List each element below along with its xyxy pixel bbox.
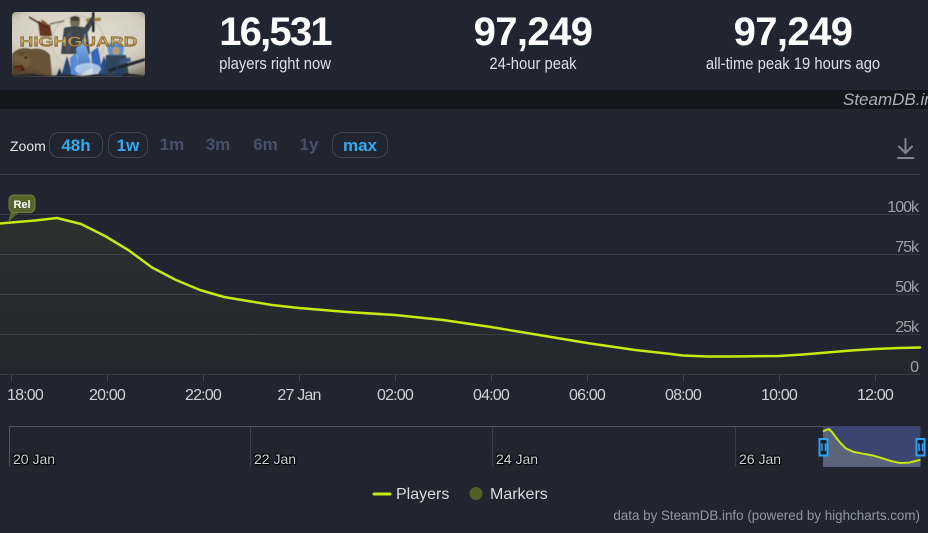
svg-text:Rel: Rel	[13, 199, 30, 211]
svg-text:HIGHGUARD: HIGHGUARD	[20, 35, 138, 51]
